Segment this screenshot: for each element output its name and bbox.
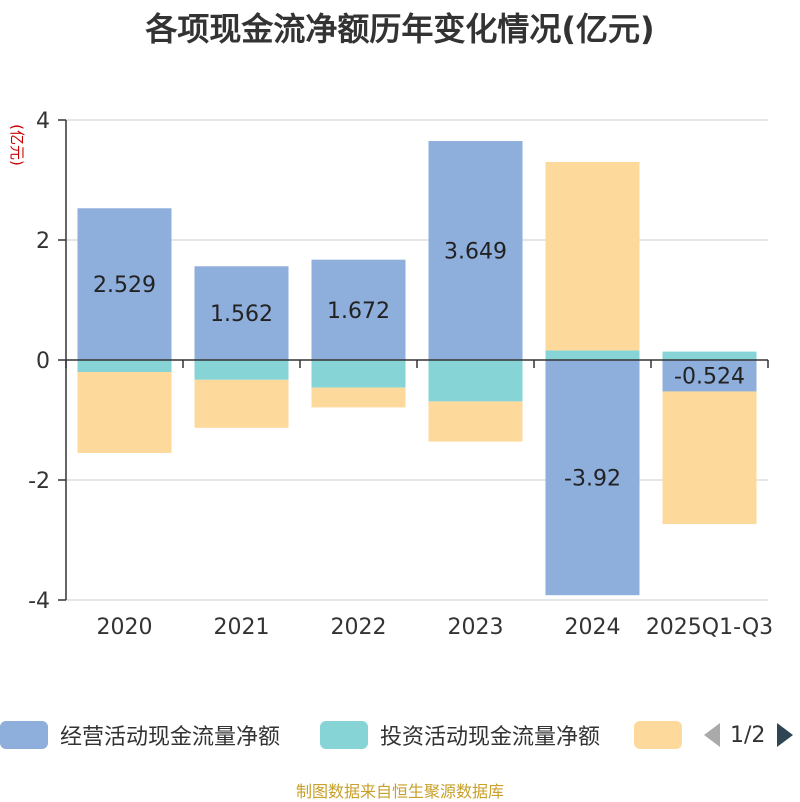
bar-1 [662,360,757,392]
bar-3 [428,401,523,442]
legend-page-indicator: 1/2 [730,722,766,748]
bar-3 [194,379,289,428]
bar-2 [545,350,640,360]
bar-value-label: 3.649 [444,240,507,265]
chart-title: 各项现金流净额历年变化情况(亿元) [145,10,655,48]
legend-swatch-investing [320,721,368,749]
bar-3 [662,391,757,525]
legend-item-investing[interactable]: 投资活动现金流量净额 [320,718,600,752]
bar-1 [428,141,523,360]
y-tick-label: -4 [28,589,50,614]
bar-2 [428,360,523,402]
legend-next-arrow-icon[interactable] [775,721,795,749]
x-tick-label: 2025Q1-Q3 [646,615,773,640]
x-tick-label: 2023 [448,615,504,640]
x-tick-label: 2022 [331,615,387,640]
legend-swatch-operating [0,721,48,749]
legend-swatch-third [634,721,682,749]
legend-item-third[interactable] [634,718,682,752]
x-tick-label: 2021 [214,615,270,640]
y-axis-label: (亿元) [8,124,26,166]
bar-1 [545,360,640,596]
bar-value-label: 1.672 [327,299,390,324]
data-source-note: 制图数据来自恒生聚源数据库 [295,782,504,801]
bar-value-label: 2.529 [93,273,156,298]
bar-value-label: 1.562 [210,302,273,327]
bar-2 [311,360,406,388]
bar-2 [194,360,289,380]
bar-3 [77,372,172,453]
bar-1 [77,208,172,360]
legend-item-operating[interactable]: 经营活动现金流量净额 [0,718,280,752]
y-tick-label: 0 [36,349,50,374]
legend-label-investing: 投资活动现金流量净额 [380,725,601,750]
y-tick-label: 2 [36,229,50,254]
x-tick-label: 2020 [97,615,153,640]
bar-1 [194,266,289,360]
bar-2 [77,360,172,372]
legend-label-operating: 经营活动现金流量净额 [60,725,281,750]
x-tick-label: 2024 [565,615,621,640]
bar-value-label: -3.92 [564,467,621,492]
y-tick-label: -2 [28,469,50,494]
bar-value-label: -0.524 [674,365,745,390]
legend-pager: 1/2 [702,718,795,752]
y-tick-label: 4 [36,109,50,134]
bar-1 [311,259,406,360]
legend-prev-arrow-icon[interactable] [702,721,722,749]
bar-3 [311,387,406,408]
bar-2 [662,351,757,360]
bar-3 [545,162,640,351]
